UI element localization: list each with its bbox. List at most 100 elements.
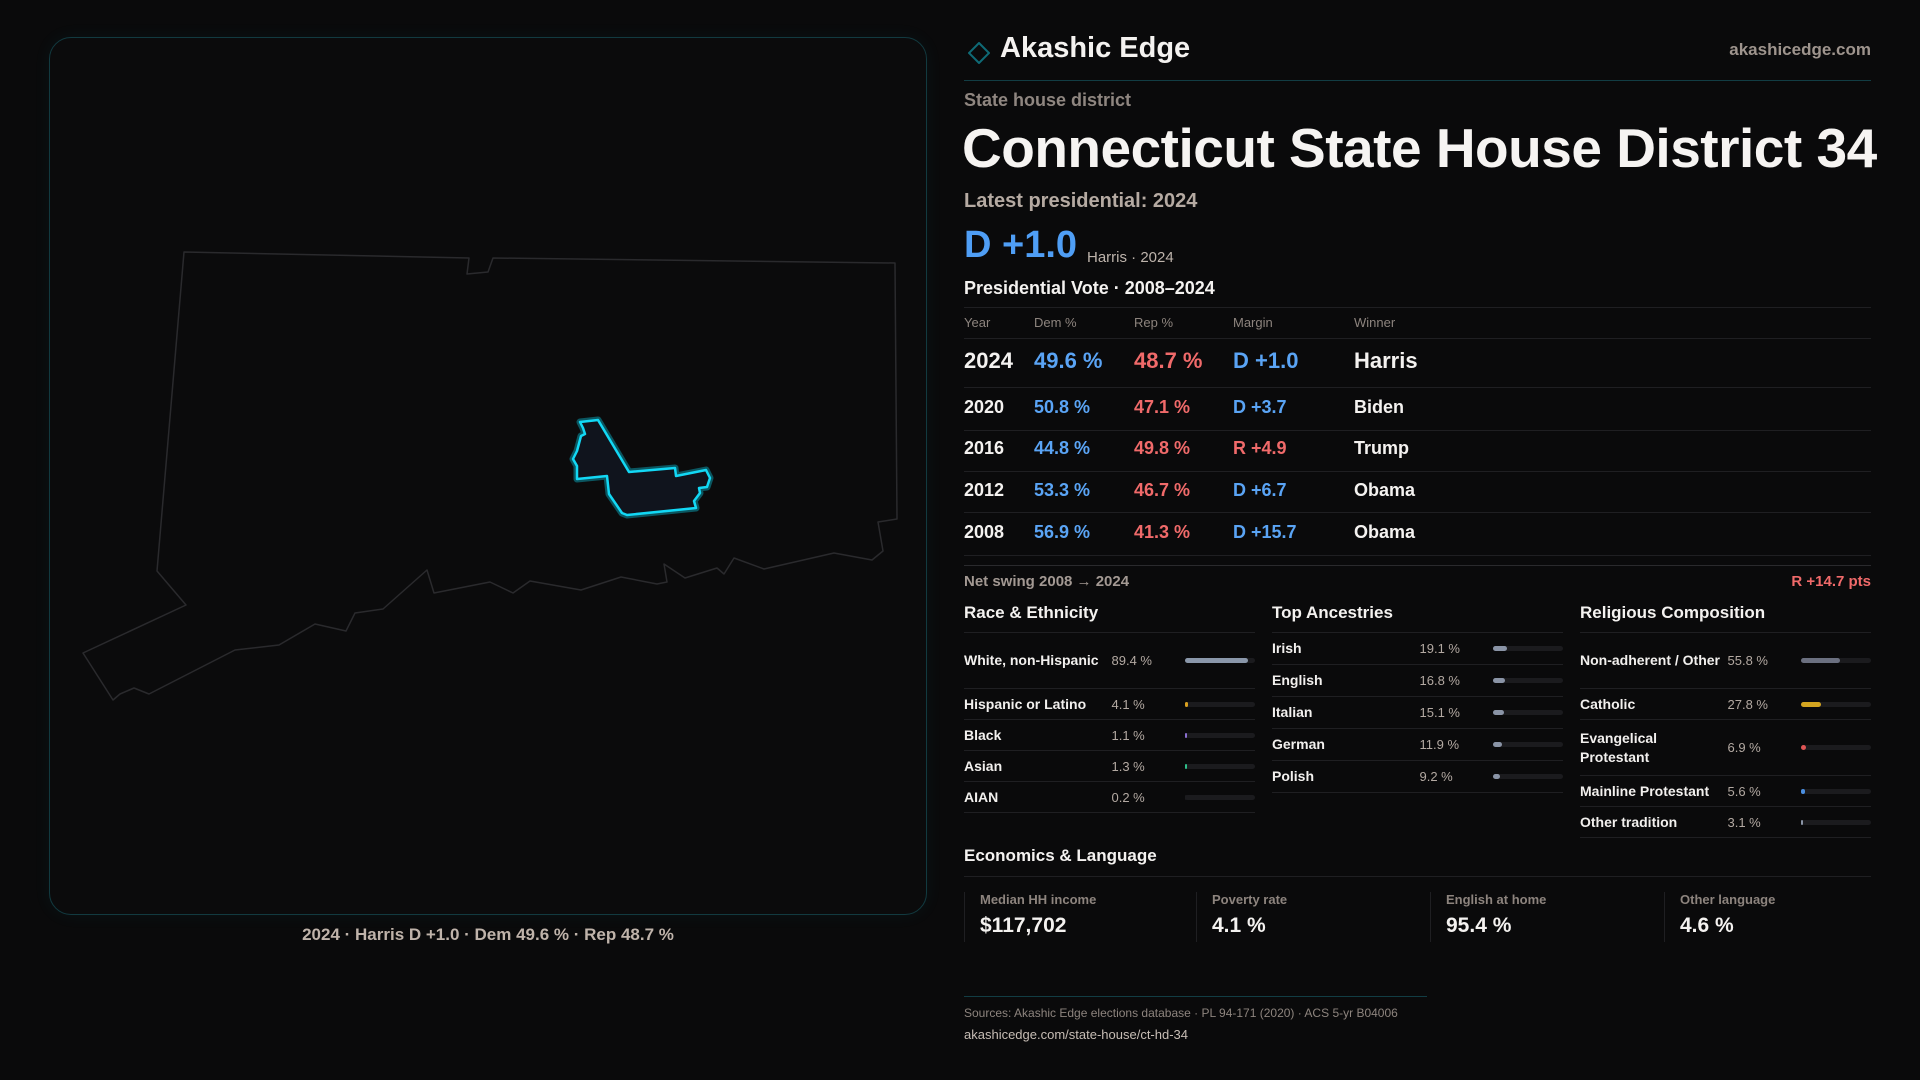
cell-rep: 46.7 % <box>1134 480 1191 501</box>
cell-dem: 53.3 % <box>1034 480 1091 501</box>
bar-track <box>1185 701 1256 707</box>
item-label: Other tradition <box>1580 813 1678 830</box>
item-label: Mainline Protestant <box>1580 782 1710 799</box>
bar-track <box>1801 788 1872 794</box>
divider <box>964 307 1871 308</box>
item-label: Hispanic or Latino <box>964 695 1087 712</box>
header-dem: Dem % <box>1034 315 1077 330</box>
item-label: Irish <box>1272 640 1302 656</box>
cell-margin: R +4.9 <box>1233 438 1287 459</box>
list-item: Italian 15.1 % <box>1272 697 1564 729</box>
item-value: 16.8 % <box>1419 673 1460 688</box>
cell-margin: D +6.7 <box>1233 480 1287 501</box>
bar-track <box>1801 701 1872 707</box>
item-label: German <box>1272 736 1325 752</box>
header-rep: Rep % <box>1134 315 1174 330</box>
list-item: Mainline Protestant 5.6 % <box>1580 776 1872 807</box>
divider <box>964 555 1871 556</box>
header-year: Year <box>964 315 991 330</box>
item-value: 11.9 % <box>1419 737 1460 752</box>
bar-track <box>1801 658 1872 663</box>
list-item: Evangelical Protestant 6.9 % <box>1580 720 1872 776</box>
cell-dem: 49.6 % <box>1034 347 1103 373</box>
cell-year: 2016 <box>964 438 1005 459</box>
net-swing-value: R +14.7 pts <box>1791 573 1871 590</box>
list-item: AIAN 0.2 % <box>964 782 1256 813</box>
cell-dem: 50.8 % <box>1034 397 1091 418</box>
item-value: 1.1 % <box>1111 727 1145 743</box>
item-value: 0.2 % <box>1111 789 1145 805</box>
vote-table-title: Presidential Vote · 2008–2024 <box>964 278 1215 298</box>
cell-winner: Biden <box>1354 397 1405 418</box>
item-value: 9.2 % <box>1419 769 1453 784</box>
divider <box>964 876 1871 877</box>
header-winner: Winner <box>1354 315 1396 330</box>
item-value: 1.3 % <box>1111 758 1145 774</box>
item-label: Non-adherent / Other <box>1580 652 1721 668</box>
map-caption: 2024 · Harris D +1.0 · Dem 49.6 % · Rep … <box>302 925 674 944</box>
header-divider <box>964 80 1871 81</box>
cell-winner: Obama <box>1354 522 1416 543</box>
item-label: White, non-Hispanic <box>964 652 1099 668</box>
cell-rep: 48.7 % <box>1134 347 1203 373</box>
bar-track <box>1493 710 1564 715</box>
stat-card: Poverty rate 4.1 % <box>1196 892 1428 942</box>
cell-margin: D +3.7 <box>1233 397 1287 418</box>
divider <box>1272 632 1563 633</box>
site-link[interactable]: akashicedge.com <box>1729 40 1871 59</box>
race-ethnicity-title: Race & Ethnicity <box>964 603 1099 622</box>
divider <box>964 387 1871 388</box>
net-swing-label: Net swing 2008 → 2024 <box>964 573 1130 590</box>
item-value: 5.6 % <box>1727 783 1761 799</box>
stat-label: Other language <box>1680 892 1776 907</box>
kicker: State house district <box>964 90 1132 110</box>
top-ancestries-title: Top Ancestries <box>1272 603 1393 622</box>
cell-year: 2012 <box>964 480 1005 501</box>
page-title: Connecticut State House District 34 <box>962 117 1877 179</box>
bar-fill <box>1185 794 1188 800</box>
district-34-shape[interactable] <box>571 418 712 517</box>
bar-track <box>1185 794 1256 800</box>
list-item: German 11.9 % <box>1272 729 1564 761</box>
list-item: Non-adherent / Other 55.8 % <box>1580 633 1872 689</box>
stat-label: Poverty rate <box>1212 892 1288 907</box>
item-value: 15.1 % <box>1419 705 1460 720</box>
item-value: 3.1 % <box>1727 814 1761 830</box>
bar-fill <box>1801 745 1807 750</box>
bar-track <box>1493 742 1564 747</box>
bar-fill <box>1493 774 1500 779</box>
cell-dem: 44.8 % <box>1034 438 1091 459</box>
page-url[interactable]: akashicedge.com/state-house/ct-hd-34 <box>964 1027 1189 1042</box>
list-item: Other tradition 3.1 % <box>1580 807 1872 838</box>
bar-fill <box>1801 658 1841 663</box>
cell-dem: 56.9 % <box>1034 522 1091 543</box>
item-label: Italian <box>1272 704 1313 720</box>
bar-track <box>1801 819 1872 825</box>
cell-winner: Obama <box>1354 480 1416 501</box>
list-item: Catholic 27.8 % <box>1580 689 1872 720</box>
headline-margin: D +1.0 <box>964 224 1078 266</box>
religious-composition-title: Religious Composition <box>1580 603 1766 622</box>
stat-label: English at home <box>1446 892 1547 907</box>
cell-winner: Harris <box>1354 347 1418 373</box>
bar-fill <box>1493 678 1505 683</box>
item-label: Polish <box>1272 768 1315 784</box>
item-label: Asian <box>964 757 1003 774</box>
footer-divider <box>964 996 1427 997</box>
cell-rep: 47.1 % <box>1134 397 1191 418</box>
list-item: White, non-Hispanic 89.4 % <box>964 633 1256 689</box>
bar-track <box>1185 732 1256 738</box>
cell-year: 2008 <box>964 522 1005 543</box>
divider <box>964 338 1871 339</box>
divider <box>964 512 1871 513</box>
divider <box>964 632 1255 633</box>
list-item: English 16.8 % <box>1272 665 1564 697</box>
stat-label: Median HH income <box>980 892 1097 907</box>
bar-fill <box>1185 658 1248 663</box>
economics-title: Economics & Language <box>964 846 1157 865</box>
headline-sub: Harris · 2024 <box>1087 249 1174 266</box>
cell-margin: D +15.7 <box>1233 522 1297 543</box>
list-item: Irish 19.1 % <box>1272 633 1564 665</box>
cell-year: 2020 <box>964 397 1005 418</box>
sources-note: Sources: Akashic Edge elections database… <box>964 1006 1398 1020</box>
